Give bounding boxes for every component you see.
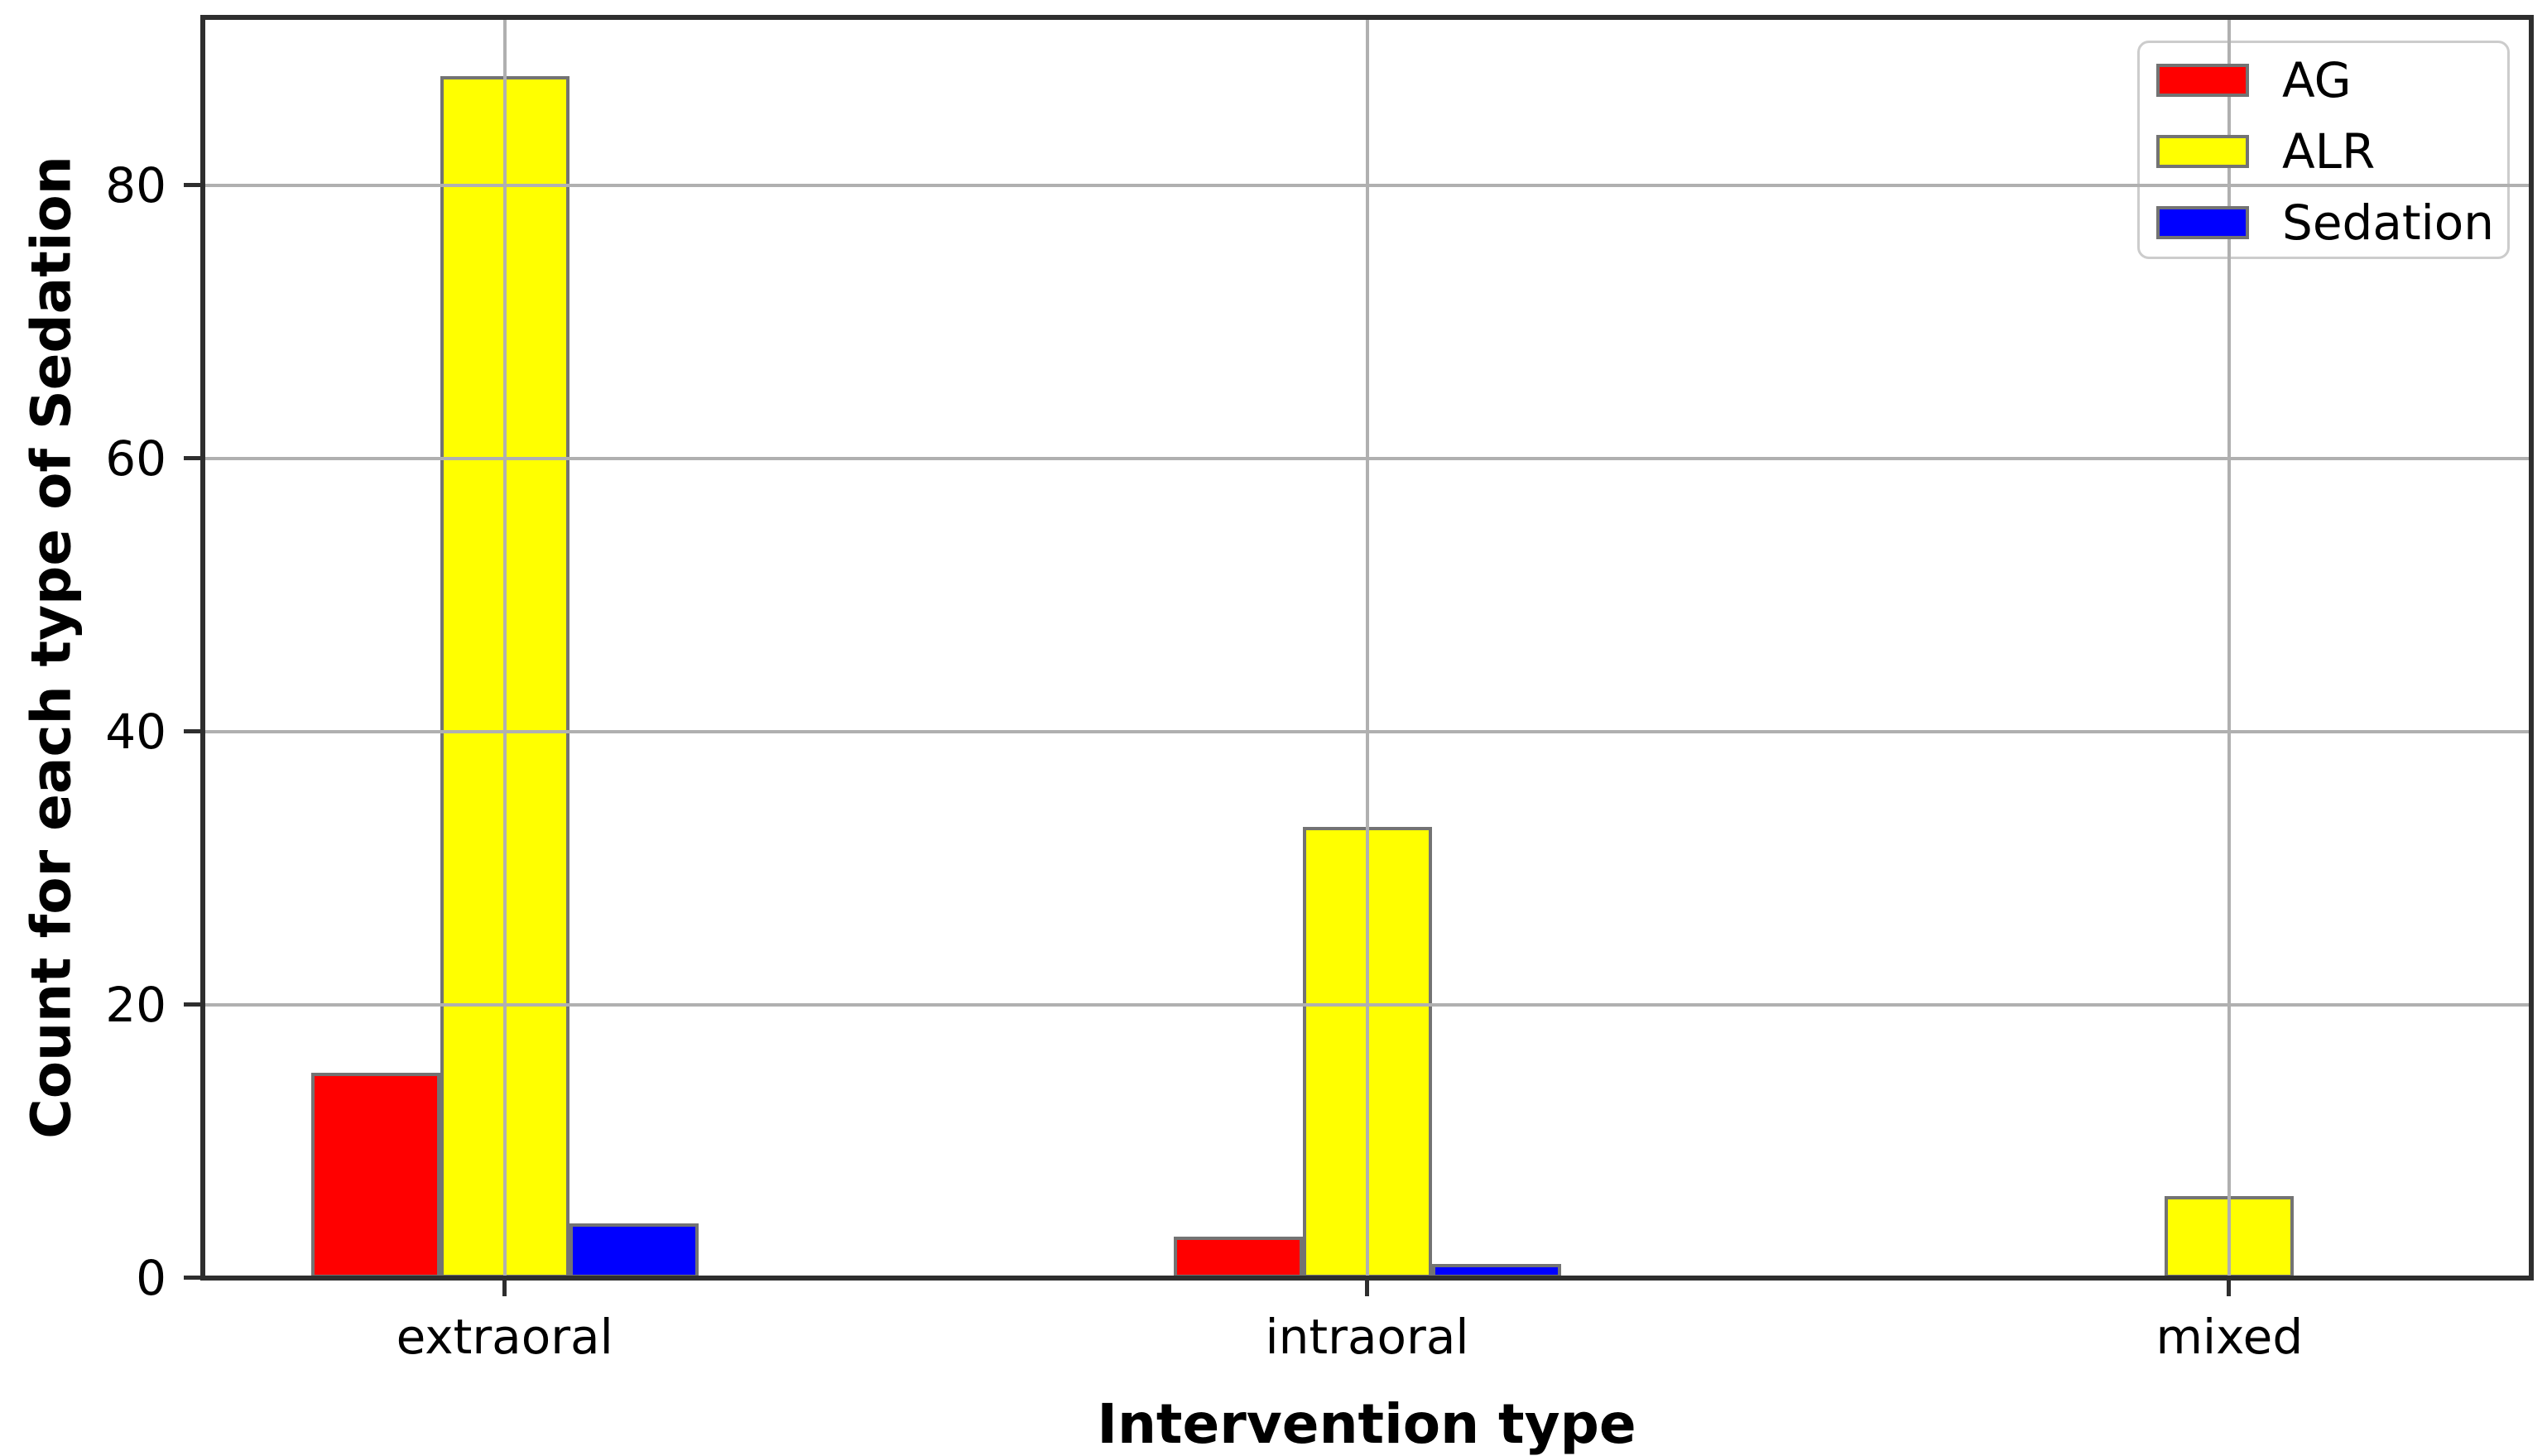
legend: AG ALR Sedation <box>2137 41 2510 259</box>
xtick-label-intraoral: intraoral <box>1265 1309 1469 1365</box>
ytick-label-0: 0 <box>136 1250 166 1306</box>
xtick-mark-intraoral <box>1364 1278 1369 1296</box>
xtick-label-mixed: mixed <box>2155 1309 2304 1365</box>
gridline-x-intraoral <box>1365 17 1369 1278</box>
ytick-label-20: 20 <box>105 976 166 1033</box>
spine-top <box>200 15 2534 20</box>
ytick-mark-0 <box>184 1276 202 1280</box>
ytick-mark-60 <box>184 455 202 460</box>
legend-label-sedation: Sedation <box>2282 195 2494 251</box>
ytick-label-40: 40 <box>105 703 166 760</box>
xtick-label-extraoral: extraoral <box>396 1309 613 1365</box>
ytick-label-80: 80 <box>105 156 166 214</box>
legend-label-ag: AG <box>2282 52 2352 108</box>
spine-left <box>200 17 205 1278</box>
xtick-mark-extraoral <box>502 1278 507 1296</box>
xtick-mark-mixed <box>2227 1278 2232 1296</box>
legend-swatch-ag <box>2156 64 2249 97</box>
bar-sedation-extraoral <box>569 1223 699 1278</box>
legend-swatch-alr <box>2156 135 2249 168</box>
x-axis-label: Intervention type <box>1097 1392 1636 1456</box>
legend-swatch-sedation <box>2156 206 2249 239</box>
ytick-mark-80 <box>184 182 202 187</box>
legend-label-alr: ALR <box>2282 123 2376 180</box>
spine-right <box>2529 17 2534 1278</box>
bar-ag-intraoral <box>1173 1237 1303 1278</box>
ytick-mark-20 <box>184 1002 202 1007</box>
ytick-label-60: 60 <box>105 430 166 487</box>
gridline-x-extraoral <box>502 17 507 1278</box>
ytick-mark-40 <box>184 728 202 733</box>
bar-ag-extraoral <box>310 1073 440 1278</box>
gridline-x-mixed <box>2227 17 2232 1278</box>
